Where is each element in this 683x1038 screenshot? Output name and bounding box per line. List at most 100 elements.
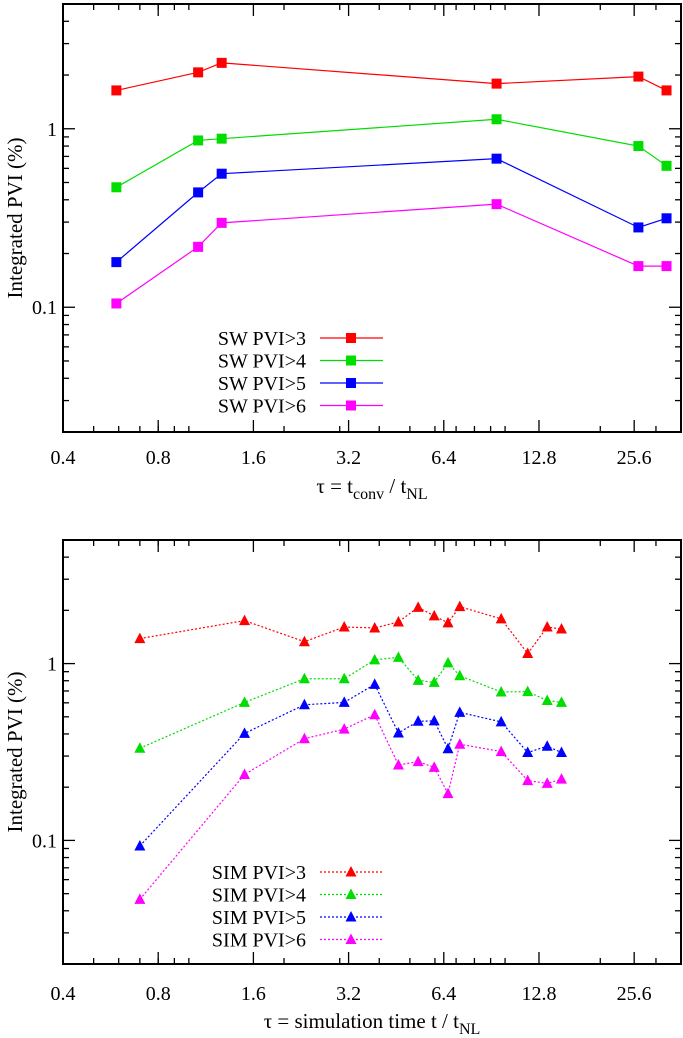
data-point: [412, 674, 424, 685]
data-point: [491, 78, 502, 89]
data-point: [633, 141, 644, 152]
data-point: [412, 755, 424, 767]
x-axis-label-main: τ = simulation time t: [264, 1009, 437, 1033]
data-point: [345, 933, 357, 944]
data-point: [298, 672, 310, 684]
data-point: [345, 911, 357, 922]
x-tick-label: 12.8: [521, 983, 556, 1005]
data-point: [193, 67, 204, 78]
series-line: [139, 656, 562, 749]
data-point: [392, 651, 404, 662]
y-tick-label: 0.1: [32, 830, 57, 852]
data-point: [346, 333, 356, 343]
data-point: [442, 742, 454, 754]
legend-label: SW PVI>6: [218, 396, 306, 418]
data-point: [298, 732, 310, 744]
x-tick-label: 6.4: [431, 983, 456, 1005]
series-line: [116, 203, 667, 304]
data-point: [541, 694, 553, 706]
data-point: [522, 774, 534, 786]
legend-entry: SW PVI>6: [218, 396, 383, 418]
x-tick-label: 0.4: [51, 447, 76, 469]
x-tick-label: 1.6: [241, 983, 266, 1005]
chart-panel-1: 0.1 1 0.4 0.8 1.6 3.2 6.4 12.8 25.6 Integrated PV…: [3, 3, 682, 503]
data-point: [522, 746, 534, 758]
plot-frame: [62, 3, 682, 433]
x-tick-label: 1.6: [241, 447, 266, 469]
data-point: [442, 787, 454, 799]
y-axis-label: Integrated PVI (%): [3, 672, 27, 833]
data-point: [346, 400, 356, 411]
data-point: [442, 616, 454, 628]
data-point: [633, 222, 644, 233]
legend-label: SW PVI>4: [218, 351, 306, 373]
legend-label: SIM PVI>4: [212, 885, 306, 907]
series-4: [111, 199, 672, 309]
legend-entry: SIM PVI>4: [212, 885, 383, 907]
y-tick-label: 1: [47, 119, 57, 141]
data-point: [633, 261, 644, 272]
data-point: [111, 257, 122, 268]
y-tick-label: 0.1: [32, 297, 57, 319]
x-tick-label: 3.2: [336, 983, 361, 1005]
data-point: [428, 676, 440, 687]
data-point: [412, 715, 424, 726]
data-point: [134, 893, 146, 904]
x-tick-label: 25.6: [617, 983, 652, 1005]
data-point: [392, 727, 404, 738]
data-point: [661, 213, 672, 224]
legend-entry: SIM PVI>6: [212, 930, 383, 952]
data-point: [661, 85, 672, 96]
data-point: [555, 773, 567, 784]
series-4: [134, 708, 567, 904]
data-point: [541, 621, 553, 632]
data-point: [541, 740, 553, 751]
data-point: [239, 727, 251, 738]
x-tick-label: 0.8: [146, 447, 171, 469]
x-axis-label-main: τ = t: [316, 474, 353, 498]
data-point: [216, 168, 227, 179]
data-point: [661, 261, 672, 272]
legend-label: SW PVI>5: [218, 373, 306, 395]
legend-label: SW PVI>3: [218, 328, 306, 350]
legend-entry: SW PVI>5: [218, 373, 383, 395]
series-1: [134, 600, 567, 659]
series-line: [116, 118, 667, 188]
data-point: [111, 298, 122, 309]
data-point: [134, 742, 146, 753]
data-point: [216, 133, 227, 144]
data-point: [495, 612, 507, 624]
series-line: [139, 605, 562, 655]
data-point: [369, 621, 381, 633]
data-point: [216, 217, 227, 228]
legend-entry: SW PVI>4: [218, 351, 383, 373]
data-point: [216, 57, 227, 68]
x-axis-label: τ = tconv / tNL: [316, 474, 427, 503]
data-point: [193, 241, 204, 252]
data-point: [428, 761, 440, 772]
data-point: [134, 632, 146, 644]
data-point: [298, 635, 310, 647]
data-point: [369, 653, 381, 665]
data-point: [495, 685, 507, 697]
data-point: [338, 621, 350, 632]
x-tick-label: 0.4: [51, 983, 76, 1005]
series-2: [111, 114, 672, 193]
data-point: [491, 114, 502, 125]
data-point: [428, 609, 440, 621]
series-line: [139, 683, 562, 847]
x-axis-label-sub2: NL: [459, 1021, 480, 1038]
data-point: [111, 85, 122, 96]
data-point: [633, 71, 644, 82]
x-axis-label-sub2: NL: [406, 486, 427, 503]
x-tick-label: 12.8: [521, 447, 556, 469]
data-point: [491, 153, 502, 164]
legend-entry: SW PVI>3: [218, 328, 383, 350]
data-point: [369, 678, 381, 689]
data-point: [346, 378, 356, 388]
data-point: [495, 745, 507, 757]
data-point: [392, 758, 404, 770]
data-point: [495, 715, 507, 727]
legend-entry: SIM PVI>5: [212, 907, 383, 929]
